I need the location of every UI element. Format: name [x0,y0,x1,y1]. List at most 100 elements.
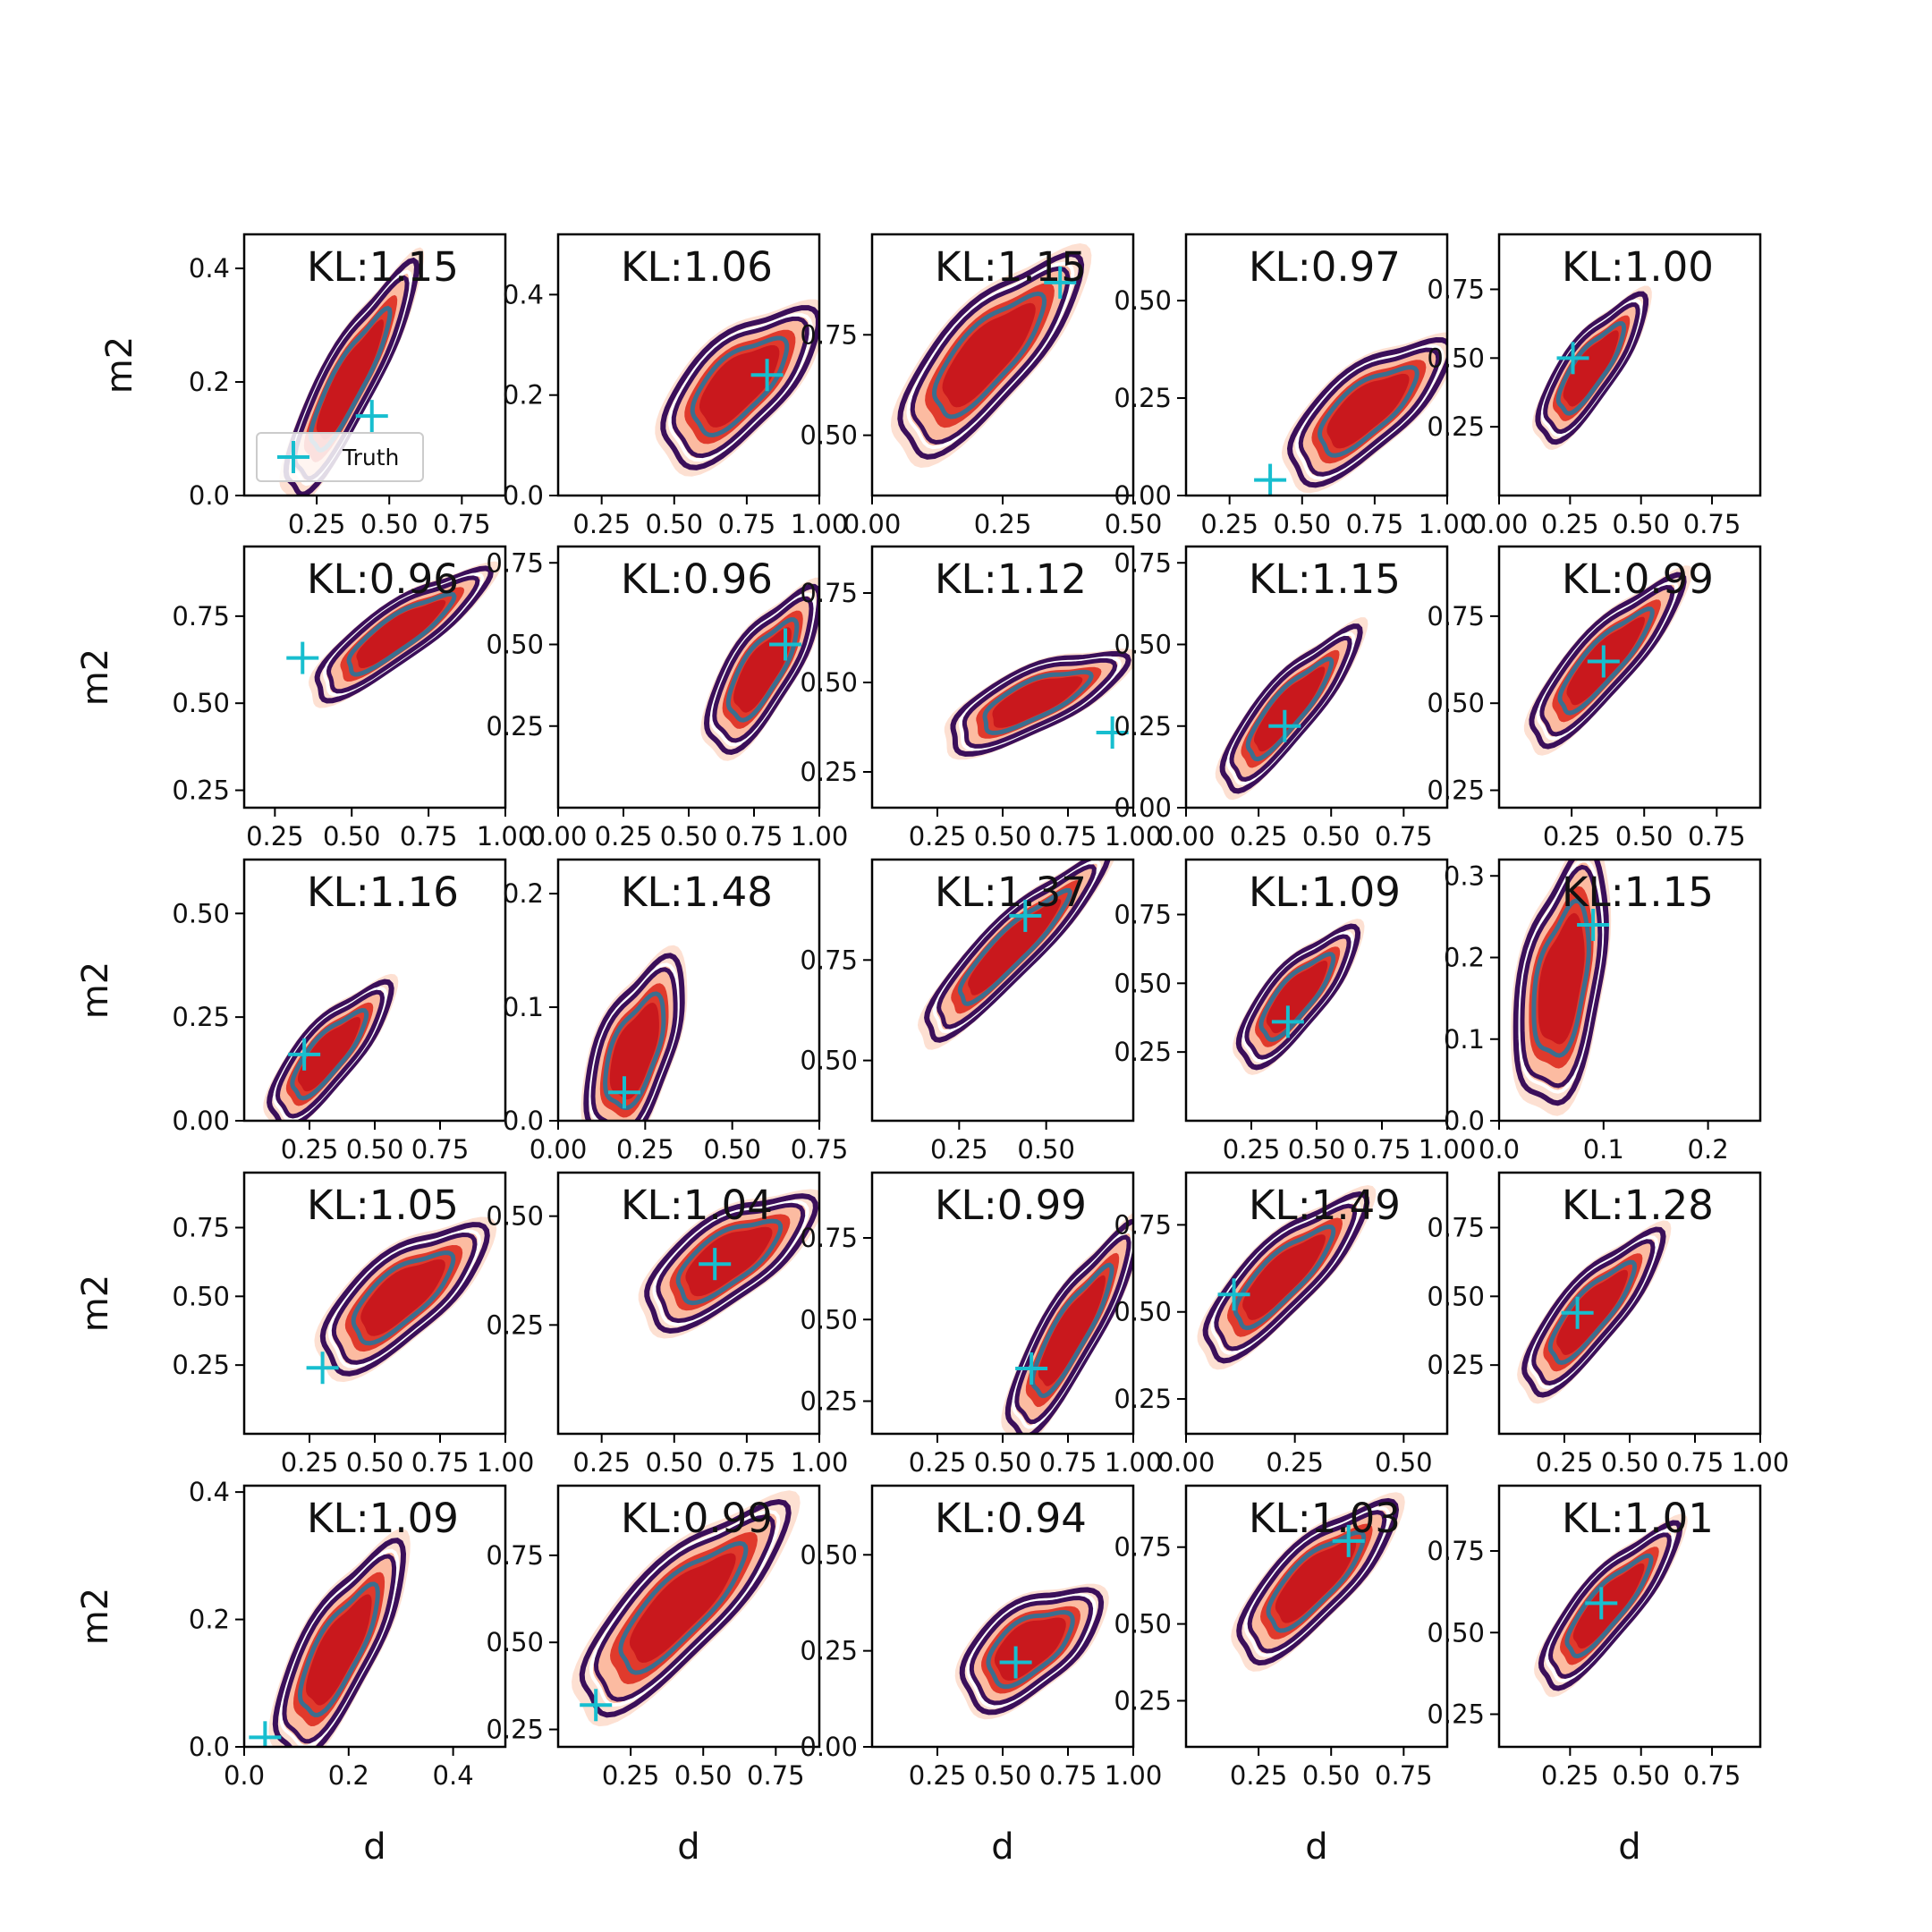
contour-outer [1529,572,1687,750]
contour-inner [931,291,1047,419]
x-tick-label: 0.2 [1688,1134,1729,1165]
panel-9: KL:1.15 0.00 0.25 0.50 0.75 0.00 0.25 0.50 0.75 [1114,545,1449,852]
x-tick-label: 0.75 [433,509,491,539]
x-tick-label: 0.25 [1543,821,1601,852]
y-tick-label: 0.75 [1427,1212,1485,1242]
x-tick-label: 0.50 [360,509,419,539]
contour-outer [314,565,494,704]
kl-label: KL:0.96 [307,555,459,603]
panel-contours [580,945,688,1121]
panel-10: KL:0.99 0.25 0.50 0.75 0.25 0.50 0.75 [1427,545,1762,852]
contour-second [1247,1510,1387,1654]
panel-contours [286,561,501,708]
y-tick-label: 0.25 [486,1715,544,1745]
x-tick-label: 0.25 [1230,1760,1288,1791]
y-tick-label: 0.50 [486,630,544,660]
contour-second [1520,864,1603,1089]
x-tick-label: 1.00 [791,509,849,539]
panel-13: KL:1.37 0.25 0.50 0.50 0.75 [800,858,1135,1165]
x-tick-label: 0.75 [1688,821,1746,852]
y-tick-label: 0.50 [800,420,858,451]
contour-middle [906,261,1075,450]
truth-marker [750,359,784,392]
contour-outer [1235,923,1361,1071]
x-tick-label: 0.75 [718,1447,776,1478]
panel-contours [1231,1492,1405,1672]
x-tick-label: 0.25 [281,1134,339,1165]
y-tick-label: 0.50 [800,1304,858,1335]
contour-second [969,1596,1094,1706]
y-tick-label: 0.25 [172,1002,230,1032]
x-tick-label: 0.25 [909,1760,967,1791]
contour-inner [957,887,1072,1006]
panel-17: KL:1.04 0.25 0.50 0.75 1.00 0.25 0.50 [486,1171,848,1478]
y-tick-label: 0.75 [1427,274,1485,304]
panel-frame [1497,1484,1762,1749]
x-tick-label: 0.50 [1273,509,1331,539]
y-tick-label: 0.0 [1444,1106,1485,1136]
y-tick-label: 0.50 [1114,285,1172,316]
y-tick-label: 0.50 [1114,630,1172,660]
y-tick-label: 0.25 [1114,1384,1172,1414]
panel-frame [1184,233,1449,497]
panel-contours [1215,617,1368,801]
density-level-4 [360,1259,445,1336]
density-level-4 [609,1003,659,1100]
x-tick-label: 0.00 [530,821,588,852]
x-tick-label: 0.50 [974,821,1032,852]
y-tick-label: 0.75 [800,319,858,350]
kl-label: KL:1.09 [307,1495,459,1542]
truth-marker [1587,645,1620,678]
y-tick-label: 0.25 [1427,775,1485,806]
density-level-4 [1038,1275,1106,1386]
density-level-4 [733,627,792,713]
truth-marker [288,1038,321,1071]
panel-contours [954,1583,1109,1720]
contour-second [962,657,1118,749]
contour-outer [272,1538,407,1747]
density-level-4 [942,302,1036,408]
y-tick-label: 0.25 [1114,383,1172,413]
y-tick-label: 0.50 [800,667,858,698]
legend-label: Truth [342,445,399,470]
x-tick-label: 0.25 [1541,509,1599,539]
contour-outer [959,1587,1105,1716]
panel-22: KL:0.99 0.25 0.50 0.75 0.25 0.50 0.75 [486,1484,821,1791]
x-tick-label: 1.00 [1105,821,1163,852]
x-tick-label: 0.4 [433,1760,474,1791]
truth-marker [1271,1005,1304,1038]
density-level-4 [1326,373,1410,449]
y-tick-label: 0.50 [486,1201,544,1232]
contour-second [331,1232,478,1365]
kl-label: KL:1.15 [1249,555,1401,603]
contour-middle [1294,344,1445,480]
panel-contours [1511,860,1612,1116]
y-tick-label: 0.75 [1114,1209,1172,1240]
kl-label: KL:0.96 [621,555,773,603]
x-tick-label: 0.50 [1375,1447,1433,1478]
truth-marker [699,1248,732,1281]
y-tick-label: 0.4 [189,1477,230,1507]
y-tick-label: 0.50 [486,1627,544,1657]
y-tick-label: 0.75 [486,1540,544,1571]
kl-label: KL:1.05 [307,1182,459,1229]
contour-second [656,1202,806,1324]
contour-inner [351,1250,456,1346]
contour-inner [986,1609,1075,1690]
y-tick-label: 0.1 [503,992,544,1022]
panel-contours [249,1529,411,1747]
density-level-4 [968,899,1062,996]
x-tick-label: 0.25 [909,1447,967,1478]
x-tick-label: 0.75 [1039,1447,1097,1478]
x-tick-label: 0.25 [281,1447,339,1478]
contour-second [1543,302,1640,435]
x-tick-label: 0.50 [1601,1447,1659,1478]
x-tick-label: 0.1 [1583,1134,1624,1165]
contour-second [1229,635,1352,782]
y-tick-label: 0.0 [189,1732,230,1762]
kl-label: KL:1.01 [1562,1495,1714,1542]
y-tick-label: 0.25 [800,1386,858,1417]
y-tick-label: 0.2 [503,878,544,909]
x-tick-label: 1.00 [1105,1447,1163,1478]
panel-frame [1497,545,1762,809]
